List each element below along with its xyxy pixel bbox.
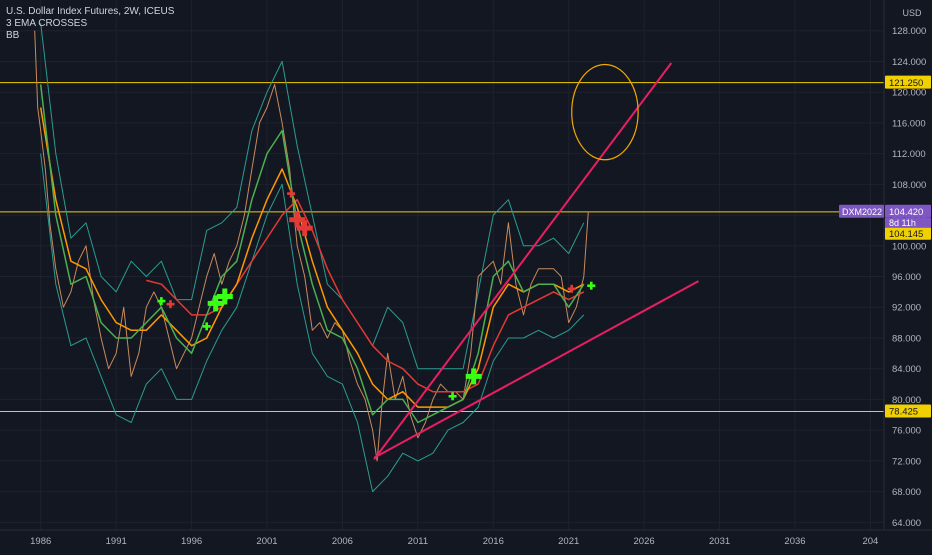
time-tick-label: 1991 [106, 536, 127, 547]
cross-marker-bar [205, 322, 208, 331]
ema-mid-line [39, 107, 585, 408]
price-tick-label: 108.000 [892, 180, 926, 191]
price-tick-label: 112.000 [892, 149, 926, 160]
chart-legend: U.S. Dollar Index Futures, 2W, ICEUS 3 E… [6, 6, 174, 42]
price-tick-label: 84.000 [892, 364, 921, 375]
currency-label[interactable]: USD [902, 8, 922, 18]
price-tag-label: 78.425 [889, 407, 918, 418]
price-tag-label: 104.420 [889, 207, 923, 218]
trendline [373, 280, 699, 459]
cross-marker [207, 295, 224, 312]
price-tag: 104.420 [885, 204, 931, 218]
price-tick-label: 80.000 [892, 395, 921, 406]
cross-marker-bar [451, 392, 454, 401]
price-tags: 121.250 104.420 104.145 78.425 DXM2022 8d 11h [839, 75, 931, 418]
cross-marker-bar [169, 300, 172, 309]
countdown-box [885, 217, 931, 228]
price-tick-label: 88.000 [892, 334, 921, 345]
price-tag-label: 121.250 [889, 78, 923, 89]
price-tag-box [885, 204, 931, 218]
ema-fast-line [39, 84, 585, 424]
time-tick-label: 2001 [256, 536, 277, 547]
price-tag-label: 104.145 [889, 229, 923, 240]
indicator-ema-crosses[interactable]: 3 EMA CROSSES [6, 18, 88, 29]
price-tick-label: 116.000 [892, 118, 926, 129]
cross-markers [157, 189, 596, 401]
time-tick-label: 2011 [408, 536, 428, 547]
cross-marker [448, 392, 457, 401]
cross-marker-bar [570, 284, 573, 293]
contract-symbol: DXM2022 [842, 207, 882, 217]
price-tick-label: 68.000 [892, 487, 921, 498]
time-tick-label: 2036 [784, 536, 805, 547]
time-tick-label: 2021 [558, 536, 579, 547]
ema-slow-line [146, 198, 585, 393]
cross-marker-bar [213, 295, 219, 312]
price-tag: 121.250 [885, 75, 931, 89]
price-tick-label: 124.000 [892, 57, 926, 68]
price-tag-box [885, 75, 931, 89]
price-tick-label: 72.000 [892, 456, 921, 467]
time-tick-label: 204 [862, 536, 878, 547]
price-tag: 104.145 [885, 226, 931, 240]
cross-marker [287, 189, 296, 198]
symbol-title[interactable]: U.S. Dollar Index Futures, 2W, ICEUS [6, 6, 175, 17]
cross-marker [587, 281, 596, 290]
time-axis[interactable]: 1986 1991 1996 2001 2006 2011 2016 2021 2026 2031… [30, 536, 878, 547]
cross-marker [465, 368, 482, 385]
price-tick-label: 100.000 [892, 241, 926, 252]
series-layer [34, 22, 589, 493]
price-tag: 78.425 [885, 404, 931, 418]
drawings-layer [373, 62, 699, 460]
cross-marker-bar [160, 297, 163, 306]
bb-upper-band [40, 22, 585, 370]
cross-marker [289, 211, 306, 228]
time-tick-label: 2026 [634, 536, 655, 547]
time-tick-label: 2031 [709, 536, 730, 547]
price-tick-label: 76.000 [892, 426, 921, 437]
time-tick-label: 1986 [30, 536, 51, 547]
cross-marker-bar [222, 288, 228, 305]
time-tick-label: 2006 [332, 536, 353, 547]
target-circle [571, 63, 639, 161]
price-line [34, 30, 589, 462]
cross-marker-bar [302, 220, 308, 237]
time-tick-label: 2016 [483, 536, 504, 547]
contract-tag-box [839, 204, 884, 218]
grid [0, 0, 884, 530]
price-tag-box [885, 404, 931, 418]
contract-tag: DXM2022 8d 11h [839, 204, 931, 228]
trendline [373, 62, 673, 460]
price-tag-box [885, 226, 931, 240]
cross-marker-bar [471, 368, 477, 385]
price-tick-label: 64.000 [892, 518, 921, 529]
cross-marker [567, 284, 576, 293]
cross-marker [216, 288, 233, 305]
cross-marker-bar [289, 189, 293, 198]
price-tick-label: 96.000 [892, 272, 921, 283]
horizontal-levels [0, 82, 884, 413]
indicator-bb[interactable]: BB [6, 30, 20, 41]
cross-marker-bar [294, 211, 300, 228]
bb-lower-band [40, 153, 585, 493]
cross-marker-bar [590, 281, 593, 290]
cross-marker [296, 220, 313, 237]
time-tick-label: 1996 [181, 536, 202, 547]
cross-marker [202, 322, 211, 331]
price-axis[interactable]: 64.000 68.000 72.000 76.000 80.000 84.000 88.0… [892, 26, 926, 529]
cross-marker [166, 300, 175, 309]
price-tick-label: 92.000 [892, 303, 921, 314]
countdown-label: 8d 11h [889, 218, 916, 228]
cross-marker [157, 297, 166, 306]
price-tick-label: 120.000 [892, 88, 926, 99]
price-tick-label: 128.000 [892, 26, 926, 37]
